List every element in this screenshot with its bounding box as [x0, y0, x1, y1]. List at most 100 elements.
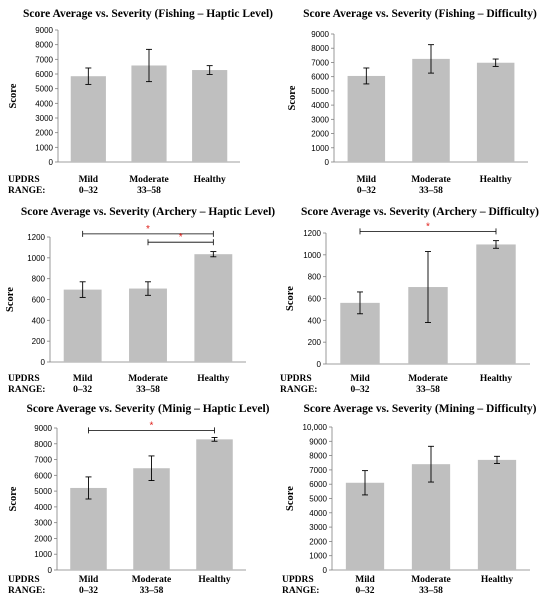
significance-star: *: [179, 232, 183, 243]
chart-title: Score Average vs. Severity (Minig – Hapt…: [27, 403, 270, 415]
chart-title: Score Average vs. Severity (Fishing – Di…: [303, 8, 537, 20]
y-tick-label: 8000: [35, 41, 53, 50]
y-tick-label: 0: [325, 158, 330, 167]
y-tick-label: 7000: [34, 456, 52, 465]
y-tick-label: 9000: [35, 26, 53, 35]
bar: [345, 482, 385, 570]
y-tick-label: 3000: [311, 115, 329, 124]
y-tick-label: 8000: [34, 440, 52, 449]
y-tick-label: 4000: [35, 99, 53, 108]
updrs-label: UPDRS: [8, 575, 40, 585]
y-tick-label: 0: [41, 358, 46, 367]
y-tick-label: 6000: [311, 73, 329, 82]
y-tick-label: 7000: [309, 466, 327, 475]
updrs-label: UPDRS: [280, 374, 312, 384]
bar: [347, 75, 386, 162]
x-category-label: Mild: [79, 575, 99, 585]
y-tick-label: 2000: [309, 537, 327, 546]
y-tick-label: 1000: [303, 251, 321, 260]
bar: [477, 459, 517, 570]
bar: [133, 468, 170, 570]
x-category-label: Healthy: [480, 374, 512, 384]
y-tick-label: 2000: [35, 129, 53, 138]
y-tick-label: 200: [308, 338, 322, 347]
y-tick-label: 2000: [311, 130, 329, 139]
y-tick-label: 400: [308, 316, 322, 325]
updrs-label: UPDRS: [8, 175, 40, 185]
bar: [192, 70, 228, 162]
y-tick-label: 800: [32, 275, 46, 284]
y-tick-label: 0: [317, 360, 322, 369]
x-category-label: Mild: [355, 575, 375, 585]
y-axis-label: Score: [285, 286, 296, 311]
y-axis-label: Score: [287, 85, 298, 110]
y-tick-label: 9000: [309, 437, 327, 446]
chart-panel-6: Score Average vs. Severity (Mining – Dif…: [282, 403, 537, 596]
x-category-label: Mild: [79, 175, 99, 185]
y-tick-label: 200: [32, 337, 46, 346]
x-category-range: 33–58: [140, 586, 164, 596]
x-category-label: Mild: [73, 374, 93, 384]
y-tick-label: 8000: [311, 44, 329, 53]
chart-title: Score Average vs. Severity (Fishing – Ha…: [23, 8, 273, 20]
x-category-label: Moderate: [411, 175, 451, 185]
x-category-label: Healthy: [481, 575, 513, 585]
x-category-label: Healthy: [198, 575, 230, 585]
y-tick-label: 5000: [311, 87, 329, 96]
updrs-label: UPDRS: [282, 575, 314, 585]
range-label: RANGE:: [282, 586, 319, 596]
x-category-label: Healthy: [480, 175, 512, 185]
y-tick-label: 800: [308, 273, 322, 282]
x-category-label: Healthy: [197, 374, 229, 384]
x-category-range: 33–58: [419, 186, 443, 196]
x-category-range: 33–58: [136, 385, 160, 395]
y-tick-label: 600: [308, 295, 322, 304]
x-category-range: 0–32: [79, 186, 98, 196]
bar: [63, 289, 102, 362]
x-category-label: Moderate: [132, 575, 172, 585]
bar: [129, 288, 167, 362]
bar: [476, 62, 515, 162]
y-tick-label: 4000: [309, 509, 327, 518]
x-category-range: 0–32: [73, 385, 92, 395]
y-tick-label: 1000: [311, 144, 329, 153]
y-tick-label: 0: [49, 158, 54, 167]
y-tick-label: 6000: [34, 471, 52, 480]
range-label: RANGE:: [8, 586, 45, 596]
x-category-range: 0–32: [356, 586, 375, 596]
y-tick-label: 4000: [311, 101, 329, 110]
x-category-range: 0–32: [351, 385, 370, 395]
x-category-range: 0–32: [357, 186, 376, 196]
y-axis-label: Score: [8, 83, 19, 108]
chart-panel-1: Score Average vs. Severity (Fishing – Ha…: [8, 8, 273, 196]
chart-title: Score Average vs. Severity (Mining – Dif…: [303, 403, 536, 415]
chart-title: Score Average vs. Severity (Archery – Di…: [301, 206, 539, 218]
bar: [194, 254, 233, 362]
y-axis-label: Score: [5, 287, 16, 312]
x-category-label: Moderate: [411, 575, 451, 585]
y-tick-label: 3000: [35, 114, 53, 123]
y-tick-label: 1000: [35, 143, 53, 152]
y-tick-label: 6000: [35, 70, 53, 79]
y-tick-label: 1200: [27, 233, 45, 242]
bar: [476, 244, 516, 364]
y-tick-label: 600: [32, 296, 46, 305]
y-tick-label: 1200: [303, 229, 321, 238]
chart-panel-5: Score Average vs. Severity (Minig – Hapt…: [8, 403, 270, 596]
y-tick-label: 400: [32, 316, 46, 325]
y-tick-label: 1000: [309, 552, 327, 561]
y-tick-label: 3000: [34, 519, 52, 528]
bar: [412, 58, 450, 163]
y-tick-label: 6000: [309, 480, 327, 489]
significance-star: *: [150, 420, 154, 431]
y-tick-label: 0: [323, 566, 328, 575]
chart-panel-4: Score Average vs. Severity (Archery – Di…: [280, 206, 539, 395]
y-tick-label: 7000: [311, 58, 329, 67]
x-category-label: Mild: [350, 374, 370, 384]
significance-star: *: [146, 224, 150, 235]
y-tick-label: 5000: [309, 495, 327, 504]
chart-panel-3: Score Average vs. Severity (Archery – Ha…: [5, 206, 275, 395]
chart-title: Score Average vs. Severity (Archery – Ha…: [21, 206, 275, 218]
y-tick-label: 0: [48, 566, 53, 575]
